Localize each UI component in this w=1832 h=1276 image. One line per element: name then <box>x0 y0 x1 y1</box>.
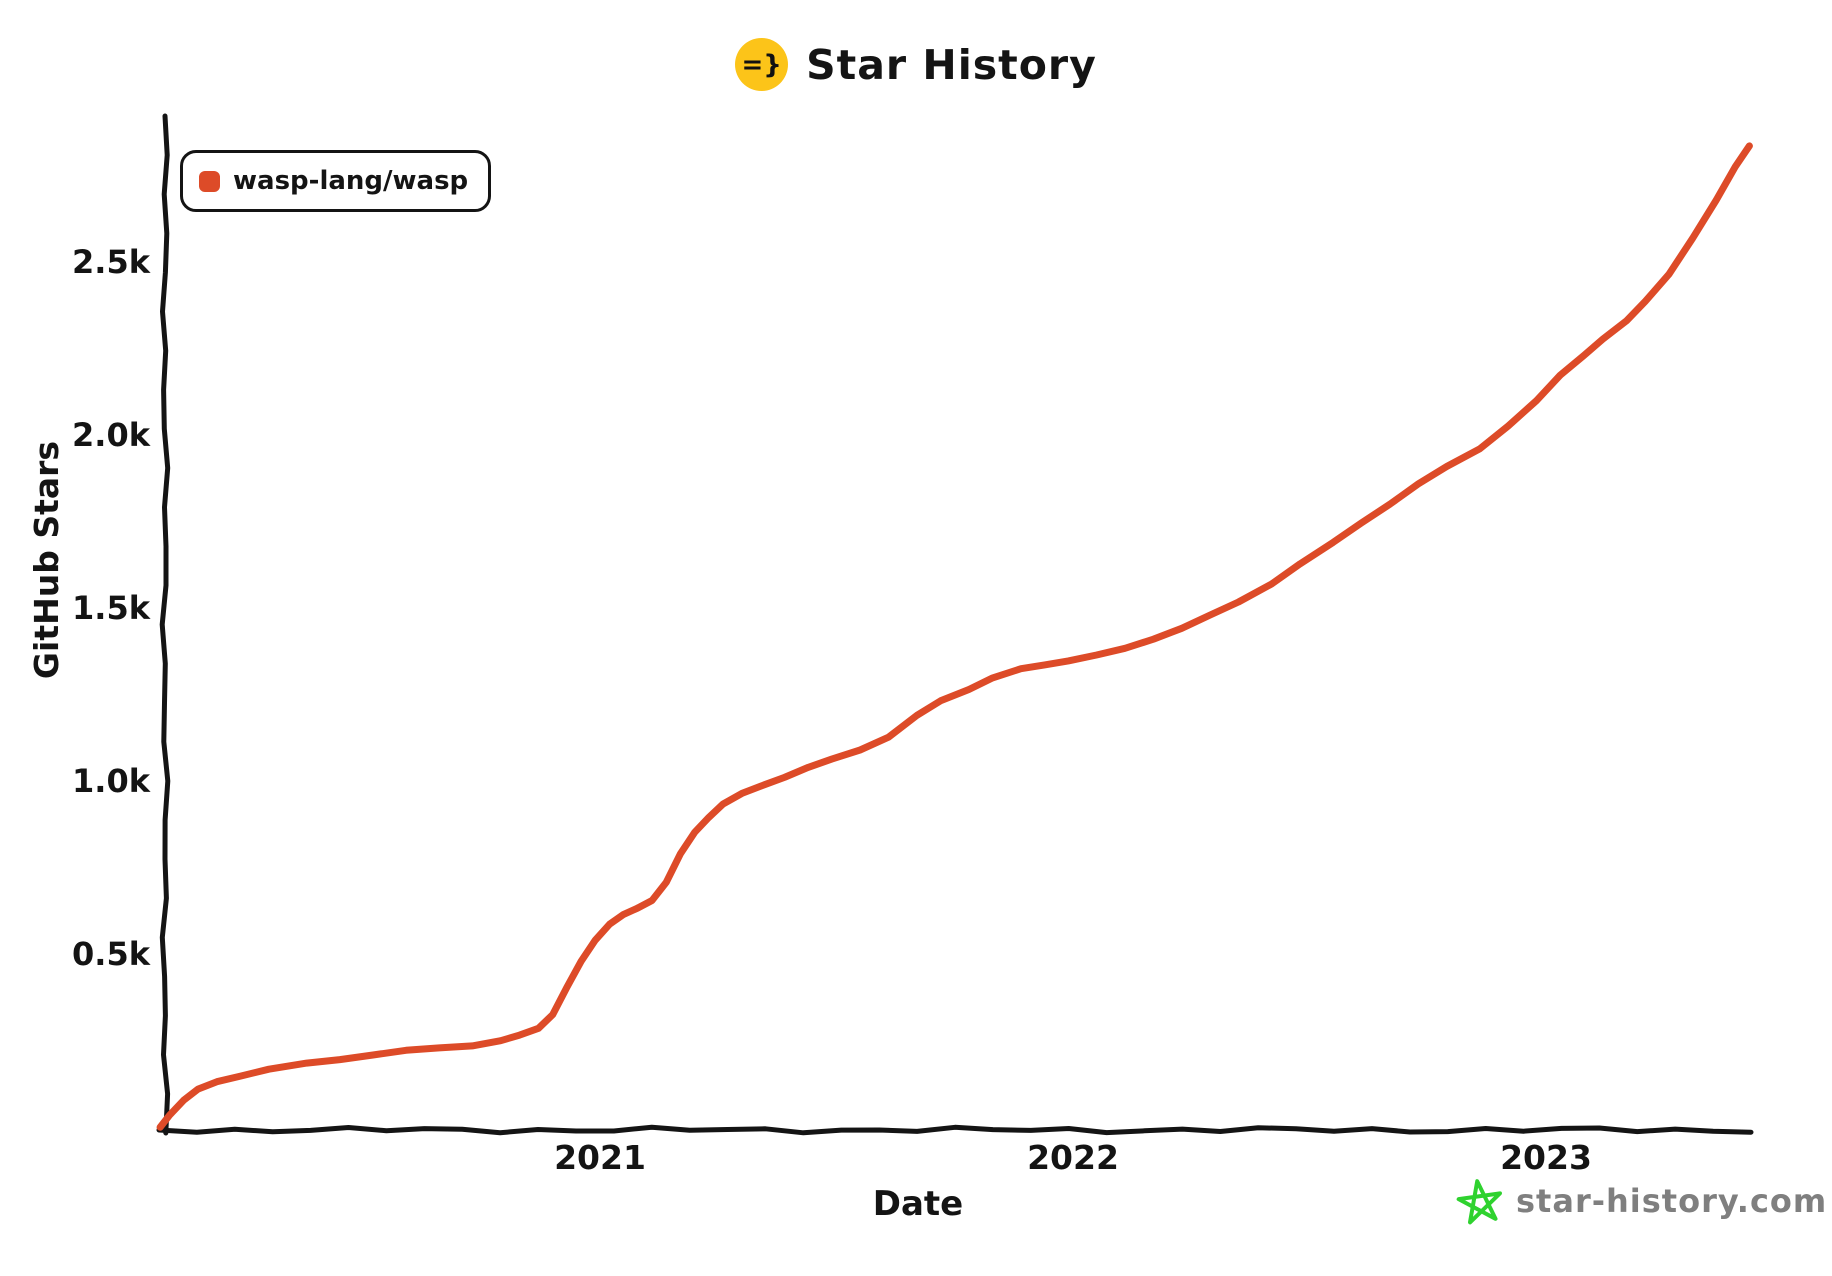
y-tick-label-1.0k: 1.0k <box>72 762 150 800</box>
x-tick-label-2021: 2021 <box>554 1138 646 1177</box>
x-tick-label-2022: 2022 <box>1027 1138 1119 1177</box>
star-doodle-icon <box>1456 1179 1503 1225</box>
y-tick-label-1.5k: 1.5k <box>72 589 150 627</box>
x-axis-title: Date <box>872 1184 964 1224</box>
chart-header: =} Star History <box>0 38 1832 91</box>
footer-site-link[interactable]: star-history.com <box>1516 1182 1828 1220</box>
page-title: Star History <box>806 40 1097 89</box>
y-axis-line <box>159 113 171 1136</box>
y-tick-label-0.5k: 0.5k <box>72 935 150 973</box>
legend-series-label: wasp-lang/wasp <box>233 166 469 196</box>
x-axis-line <box>156 1124 1754 1136</box>
x-tick-label-2023: 2023 <box>1500 1138 1592 1177</box>
footer: star-history.com <box>1456 1176 1827 1226</box>
legend: wasp-lang/wasp <box>180 150 492 212</box>
series-marker-icon <box>199 170 220 192</box>
y-tick-label-2.5k: 2.5k <box>72 243 150 281</box>
series-line-wasp-lang-wasp <box>156 142 1753 1131</box>
y-axis-title: GitHub Stars <box>27 440 66 680</box>
star-history-logo-icon: =} <box>735 38 789 91</box>
y-tick-label-2.0k: 2.0k <box>72 416 150 454</box>
